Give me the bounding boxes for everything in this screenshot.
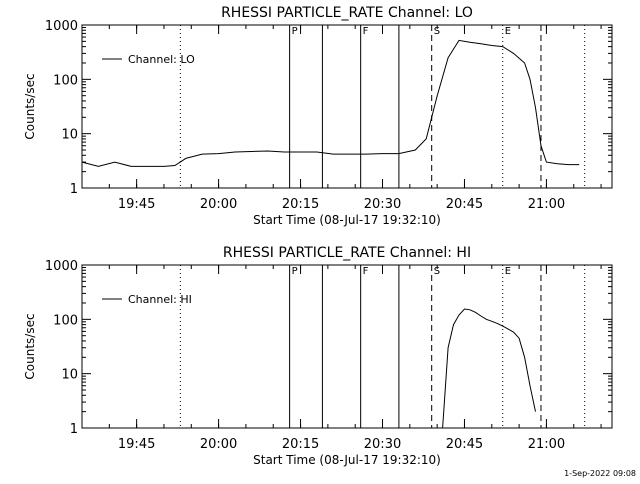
y-tick-label: 1: [70, 422, 78, 437]
x-tick-label: 19:45: [118, 437, 155, 452]
event-marker-label: E: [505, 26, 511, 37]
timestamp-footer: 1-Sep-2022 09:08: [564, 469, 636, 478]
x-tick-label: 20:45: [446, 197, 483, 212]
event-marker-label: F: [363, 26, 369, 37]
x-axis-label: Start Time (08-Jul-17 19:32:10): [253, 453, 441, 467]
x-axis-label: Start Time (08-Jul-17 19:32:10): [253, 213, 441, 227]
y-tick-label: 10: [61, 368, 78, 383]
x-tick-label: 20:30: [364, 437, 401, 452]
x-tick-label: 20:30: [364, 197, 401, 212]
plot-frame: [82, 25, 612, 188]
y-axis-label: Counts/sec: [23, 313, 37, 379]
chart-title: RHESSI PARTICLE_RATE Channel: LO: [221, 5, 473, 21]
y-tick-label: 1: [70, 182, 78, 197]
event-marker-label: P: [292, 266, 298, 277]
y-axis-label: Counts/sec: [23, 73, 37, 139]
x-tick-label: 20:15: [282, 437, 319, 452]
x-tick-label: 20:00: [200, 437, 237, 452]
y-tick-label: 1000: [45, 19, 78, 34]
chart-title: RHESSI PARTICLE_RATE Channel: HI: [223, 245, 471, 261]
y-tick-label: 100: [53, 313, 78, 328]
event-marker-label: F: [363, 266, 369, 277]
y-tick-label: 1000: [45, 259, 78, 274]
x-tick-label: 20:15: [282, 197, 319, 212]
y-tick-label: 10: [61, 128, 78, 143]
legend-label: Channel: HI: [128, 293, 192, 306]
y-tick-label: 100: [53, 73, 78, 88]
data-series-line: [443, 309, 536, 428]
event-marker-label: S: [434, 26, 440, 37]
x-tick-label: 20:00: [200, 197, 237, 212]
x-tick-label: 20:45: [446, 437, 483, 452]
event-marker-label: P: [292, 26, 298, 37]
event-marker-label: S: [434, 266, 440, 277]
x-tick-label: 19:45: [118, 197, 155, 212]
event-marker-label: E: [505, 266, 511, 277]
x-tick-label: 21:00: [528, 197, 565, 212]
plot-frame: [82, 265, 612, 428]
x-tick-label: 21:00: [528, 437, 565, 452]
legend-label: Channel: LO: [128, 53, 195, 66]
